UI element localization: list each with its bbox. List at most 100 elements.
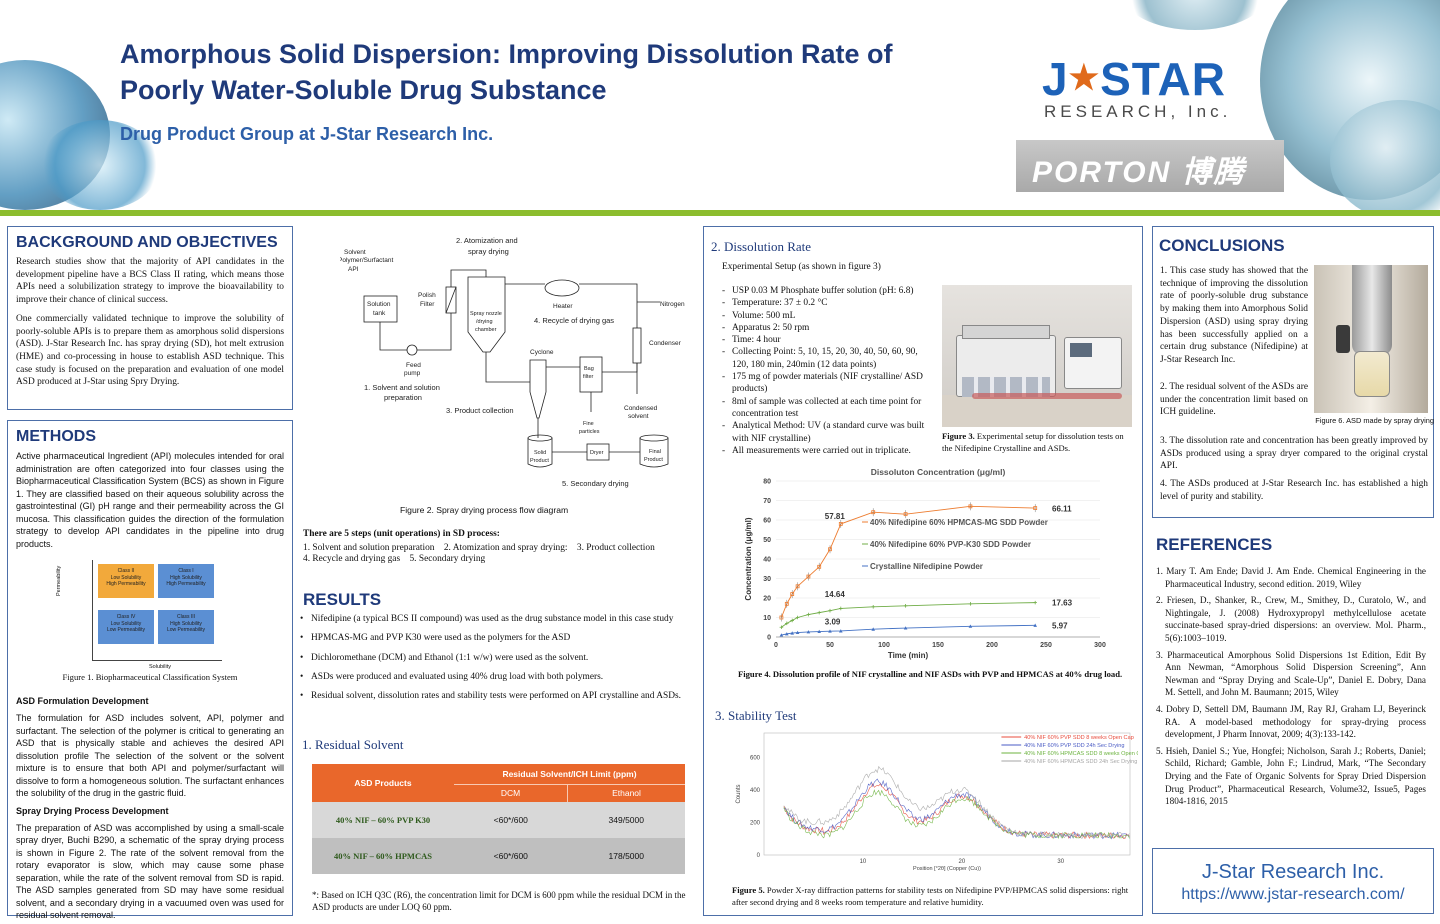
data-point — [795, 615, 800, 620]
y-tick-label: 0 — [767, 635, 771, 642]
results-heading: RESULTS — [303, 590, 382, 609]
photo-vessels — [962, 377, 1050, 397]
data-point — [790, 631, 794, 635]
spray-drying-heading: Spray Drying Process Development — [16, 805, 169, 816]
data-point — [828, 547, 832, 552]
references-list: 1. Mary T. Am Ende; David J. Am Ende. Ch… — [1156, 565, 1426, 812]
table-header-group: Residual Solvent/ICH Limit (ppm) — [454, 764, 685, 784]
spray-chamber — [467, 276, 506, 353]
data-point — [784, 601, 789, 606]
y-tick-label: 20 — [763, 596, 771, 603]
legend-label: 40% NIF 60% PVP SDD 8 weeks Open Cap — [1024, 735, 1134, 741]
data-point — [903, 512, 908, 517]
svg-text:tank: tank — [373, 310, 386, 317]
setup-item: Volume: 500 mL — [722, 310, 936, 323]
svg-text:filter: filter — [583, 374, 594, 380]
feed-pump — [406, 344, 418, 356]
setup-title: Experimental Setup (as shown in figure 3… — [722, 262, 881, 272]
x-tick-label: 10 — [860, 859, 867, 865]
figure-3-caption: Figure 3. Experimental setup for dissolu… — [942, 431, 1136, 454]
legend-label: 40% Nifedipine 60% PVP-K30 SDD Powder — [870, 540, 1031, 549]
figure-5-label: Figure 5. — [732, 885, 765, 895]
data-label: 5.97 — [1052, 621, 1068, 630]
data-point — [795, 584, 800, 589]
methods-panel: METHODS Active pharmaceutical Ingredient… — [7, 420, 293, 920]
photo-clamp — [1336, 325, 1350, 353]
y-tick-label: 400 — [750, 788, 761, 794]
y-tick-label: 600 — [750, 755, 761, 761]
bcs-grid: Class II Low Solubility High Permeability C… — [98, 564, 218, 656]
results-bullet: ASDs were produced and evaluated using 4… — [300, 671, 688, 684]
plot-frame — [763, 732, 1131, 856]
porton-logo: PORTON 博腾 — [1016, 140, 1284, 192]
data-point — [968, 504, 973, 509]
methods-paragraph: Active pharmaceutical Ingredient (API) m… — [16, 451, 284, 549]
x-tick-label: 30 — [1057, 859, 1064, 865]
jstar-logo-subtext: RESEARCH, Inc. — [1044, 102, 1232, 121]
y-tick-label: 80 — [763, 479, 771, 486]
photo-spray-dryer-glass — [1352, 265, 1392, 355]
bcs-yaxis — [92, 560, 93, 660]
data-point — [779, 625, 784, 630]
photo-sampler-panel — [1070, 343, 1092, 357]
data-label: 57.81 — [825, 512, 846, 521]
x-tick-label: 250 — [1040, 642, 1052, 649]
x-tick-label: 20 — [958, 859, 965, 865]
data-point — [871, 510, 876, 515]
y-tick-label: 0 — [757, 853, 761, 859]
svg-text:chamber: chamber — [475, 327, 497, 333]
svg-text:Heater: Heater — [553, 303, 573, 310]
y-axis-label: Concentration (μg/ml) — [744, 517, 753, 600]
asd-paragraph: The formulation for ASD includes solvent… — [16, 713, 284, 798]
conclusion-3: 3. The dissolution rate and concentratio… — [1160, 436, 1428, 472]
svg-text:Dryer: Dryer — [590, 450, 604, 456]
svg-text:preparation: preparation — [384, 393, 422, 402]
data-point — [838, 522, 843, 526]
data-point — [817, 610, 821, 615]
photo-bench — [942, 395, 1132, 427]
svg-text:4. Recycle of drying gas: 4. Recycle of drying gas — [534, 316, 614, 325]
xrd-pattern-line — [783, 765, 1130, 839]
data-point — [871, 604, 875, 609]
data-label: 3.09 — [825, 617, 841, 626]
data-point — [817, 564, 822, 569]
final-product-container — [639, 437, 669, 468]
y-tick-label: 40 — [763, 557, 771, 564]
spray-drying-flow-diagram: Solvent Polymer/Surfactant API Solution … — [340, 236, 685, 488]
bcs-xlabel: Solubility — [149, 664, 172, 670]
y-tick-label: 50 — [763, 537, 771, 544]
data-point — [1033, 623, 1037, 627]
y-axis-label: Counts — [736, 784, 742, 803]
dissolution-apparatus-photo — [942, 285, 1132, 427]
bcs-class-box: Class III High Solubility Low Permeability — [158, 610, 214, 644]
sd-steps-block: There are 5 steps (unit operations) in S… — [303, 529, 698, 564]
legend-label: 40% Nifedipine 60% HPMCAS-MG SDD Powder — [870, 518, 1048, 527]
decorative-cells-top — [1120, 0, 1270, 30]
results-bullet: Dichloromethane (DCM) and Ethanol (1:1 w… — [300, 652, 688, 665]
photo-tubing — [972, 393, 1122, 399]
setup-item: Time: 4 hour — [722, 334, 936, 347]
svg-text:spray drying: spray drying — [468, 247, 509, 256]
setup-item: Collecting Point: 5, 10, 15, 20, 30, 40,… — [722, 346, 936, 371]
chart-title: Dissoluton Concentration (μg/ml) — [871, 467, 1006, 477]
figure-4-caption: Figure 4. Dissolution profile of NIF cry… — [738, 669, 1123, 679]
header-divider — [0, 210, 1440, 216]
x-tick-label: 50 — [826, 642, 834, 649]
footer-url[interactable]: https://www.jstar-research.com/ — [1181, 886, 1405, 903]
conclusion-1: 1. This case study has showed that the t… — [1160, 266, 1308, 365]
svg-text:API: API — [348, 266, 359, 273]
poster-title: Amorphous Solid Dispersion: Improving Di… — [120, 39, 893, 105]
svg-text:5. Secondary drying: 5. Secondary drying — [562, 479, 629, 488]
footer-box: J-Star Research Inc. https://www.jstar-r… — [1152, 848, 1434, 914]
sd-steps-title: There are 5 steps (unit operations) in S… — [303, 529, 500, 539]
background-heading: BACKGROUND AND OBJECTIVES — [16, 234, 278, 251]
jstar-logo: J★STAR — [1042, 53, 1226, 105]
figure-1-caption: Figure 1. Biopharmaceutical Classificati… — [62, 672, 238, 682]
svg-text:Polish: Polish — [418, 292, 436, 299]
series-line — [781, 602, 1036, 628]
x-axis-label: Time (min) — [888, 651, 929, 660]
conclusions-heading: CONCLUSIONS — [1159, 236, 1285, 255]
reference-item: 5. Hsieh, Daniel S.; Yue, Hongfei; Nicho… — [1156, 745, 1426, 807]
data-point — [790, 618, 794, 623]
svg-text:Condenser: Condenser — [649, 340, 682, 347]
